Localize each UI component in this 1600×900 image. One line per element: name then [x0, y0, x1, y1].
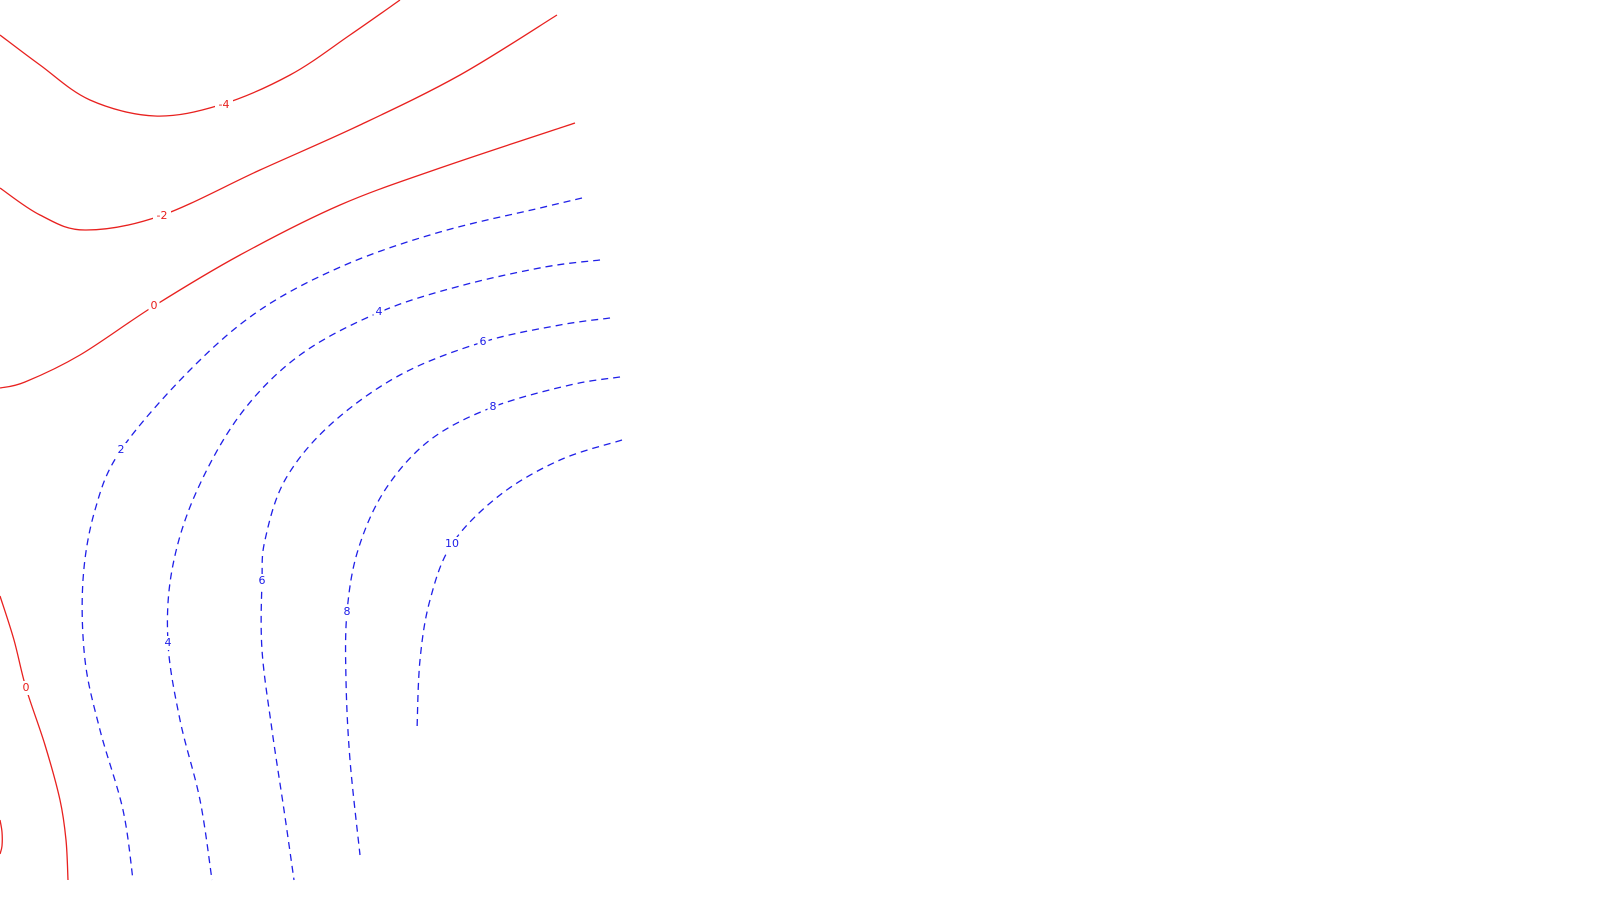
contour-label: 8: [490, 400, 497, 413]
contour-label-background: [477, 335, 489, 349]
contour-lines: [0, 0, 623, 881]
contour-label-background: [162, 636, 174, 650]
contour-label-background: [153, 209, 171, 223]
contour-label: 8: [344, 605, 351, 618]
contour-label-background: [20, 681, 32, 695]
contour-line-level-0: [0, 122, 576, 389]
contour-line-level-8: [344, 376, 621, 856]
contour-label-background: [487, 400, 499, 414]
contour-label: 4: [376, 305, 383, 318]
contour-line-level-6: [260, 317, 611, 881]
contour-label: 10: [445, 537, 459, 550]
contour-line-level-10: [416, 439, 623, 731]
contour-line-level-0: [0, 595, 69, 881]
contour-line-level-neg4: [0, 0, 401, 117]
contour-label: -4: [219, 98, 230, 111]
contour-label: 0: [23, 681, 30, 694]
contour-label-background: [115, 443, 127, 457]
contour-label-background: [215, 98, 233, 112]
contour-label-background: [148, 299, 160, 313]
contour-label-background: [256, 574, 268, 588]
contour-label: 4: [165, 636, 172, 649]
contour-label: 6: [259, 574, 266, 587]
contour-line-level-0: [0, 819, 3, 855]
contour-label: -2: [157, 209, 168, 222]
contour-label: 0: [151, 299, 158, 312]
contour-label: 6: [480, 335, 487, 348]
contour-label-background: [373, 305, 385, 319]
contour-line-level-2: [81, 197, 583, 881]
contour-labels: -4 -2 0 0 2 4 6 6 8 8 4 10: [20, 98, 499, 695]
contour-line-level-neg2: [0, 14, 558, 231]
contour-line-level-4: [166, 259, 601, 881]
contour-label: 2: [118, 443, 125, 456]
contour-label-background: [341, 605, 353, 619]
contour-label-background: [443, 537, 461, 551]
